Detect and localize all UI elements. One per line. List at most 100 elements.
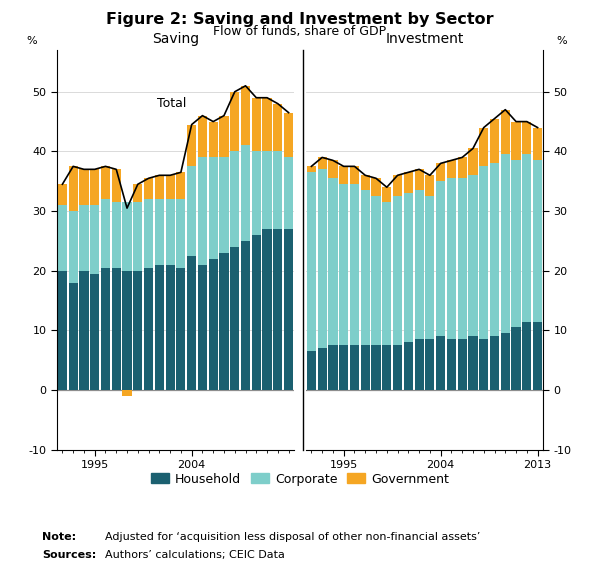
Bar xyxy=(458,158,467,178)
Bar xyxy=(58,271,67,390)
Bar xyxy=(339,345,348,390)
Bar xyxy=(361,345,370,390)
Bar xyxy=(220,253,229,390)
Bar xyxy=(511,328,521,390)
Bar xyxy=(447,161,456,178)
Bar xyxy=(533,161,542,322)
Bar xyxy=(382,345,391,390)
Bar xyxy=(144,268,153,390)
Text: Adjusted for ‘acquisition less disposal of other non-financial assets’: Adjusted for ‘acquisition less disposal … xyxy=(105,532,481,542)
Bar xyxy=(252,152,261,235)
Bar xyxy=(393,196,402,345)
Bar xyxy=(425,175,434,196)
Bar xyxy=(284,158,293,229)
Bar xyxy=(415,339,424,390)
Bar xyxy=(533,322,542,390)
Title: Investment: Investment xyxy=(385,32,464,46)
Bar xyxy=(122,271,131,390)
Bar xyxy=(317,348,327,390)
Text: Total: Total xyxy=(157,96,187,109)
Bar xyxy=(479,339,488,390)
Bar xyxy=(198,265,207,390)
Bar xyxy=(436,336,445,390)
Bar xyxy=(382,187,391,202)
Bar xyxy=(361,191,370,345)
Bar xyxy=(176,268,185,390)
Bar xyxy=(241,241,250,390)
Bar xyxy=(166,199,175,265)
Bar xyxy=(176,199,185,268)
Bar xyxy=(393,345,402,390)
Bar xyxy=(458,178,467,339)
Bar xyxy=(230,152,239,247)
Bar xyxy=(112,268,121,390)
Bar xyxy=(101,268,110,390)
Text: %: % xyxy=(556,36,567,46)
Bar xyxy=(209,259,218,390)
Bar xyxy=(479,128,488,166)
Bar xyxy=(425,339,434,390)
Bar xyxy=(350,166,359,184)
Bar xyxy=(209,122,218,158)
Text: Note:: Note: xyxy=(42,532,76,542)
Bar xyxy=(209,158,218,259)
Bar xyxy=(198,158,207,265)
Bar xyxy=(447,178,456,339)
Bar xyxy=(79,271,89,390)
Bar xyxy=(262,98,272,152)
Bar xyxy=(404,172,413,193)
Bar xyxy=(522,122,532,155)
Bar xyxy=(328,161,338,178)
Bar xyxy=(68,211,78,283)
Text: Figure 2: Saving and Investment by Sector: Figure 2: Saving and Investment by Secto… xyxy=(106,12,494,27)
Bar xyxy=(252,235,261,390)
Bar xyxy=(187,256,196,390)
Bar xyxy=(187,125,196,166)
Bar xyxy=(252,98,261,152)
Bar xyxy=(187,166,196,256)
Bar xyxy=(307,352,316,390)
Bar xyxy=(501,155,510,333)
Bar xyxy=(112,169,121,202)
Bar xyxy=(220,116,229,158)
Bar xyxy=(273,229,283,390)
Bar xyxy=(79,169,89,205)
Bar xyxy=(533,128,542,161)
Bar xyxy=(328,178,338,345)
Legend: Household, Corporate, Government: Household, Corporate, Government xyxy=(146,467,454,490)
Bar xyxy=(501,333,510,390)
Bar xyxy=(79,205,89,271)
Bar xyxy=(447,339,456,390)
Bar xyxy=(101,166,110,199)
Title: Saving: Saving xyxy=(152,32,199,46)
Bar xyxy=(458,339,467,390)
Bar xyxy=(273,103,283,152)
Bar xyxy=(90,169,99,205)
Text: %: % xyxy=(26,36,37,46)
Text: Sources:: Sources: xyxy=(42,550,96,560)
Bar xyxy=(339,166,348,184)
Bar xyxy=(284,113,293,158)
Bar xyxy=(90,205,99,274)
Bar xyxy=(469,175,478,336)
Bar xyxy=(307,166,316,172)
Bar xyxy=(469,148,478,175)
Bar xyxy=(522,322,532,390)
Bar xyxy=(511,161,521,328)
Bar xyxy=(469,336,478,390)
Bar xyxy=(230,92,239,152)
Bar xyxy=(166,265,175,390)
Bar xyxy=(273,152,283,229)
Bar xyxy=(511,122,521,161)
Bar xyxy=(90,274,99,390)
Bar xyxy=(101,199,110,268)
Bar xyxy=(350,184,359,345)
Text: Flow of funds, share of GDP: Flow of funds, share of GDP xyxy=(214,25,386,38)
Bar xyxy=(404,342,413,390)
Bar xyxy=(112,202,121,268)
Bar xyxy=(144,178,153,199)
Bar xyxy=(425,196,434,339)
Bar xyxy=(68,166,78,211)
Bar xyxy=(133,184,142,202)
Bar xyxy=(479,166,488,339)
